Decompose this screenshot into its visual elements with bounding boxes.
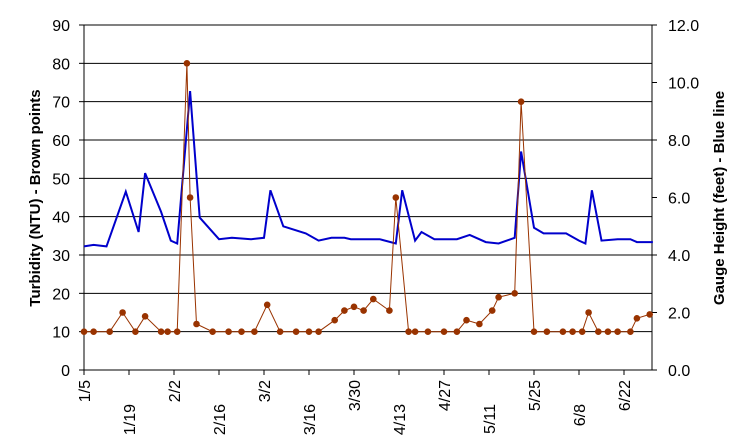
x-tick-label: 3/2 xyxy=(257,380,274,402)
left-tick-label: 10 xyxy=(52,325,70,342)
turbidity-marker xyxy=(411,328,419,336)
right-tick-label: 10.0 xyxy=(668,76,699,93)
turbidity-marker xyxy=(463,316,470,324)
x-tick-label: 3/16 xyxy=(302,404,319,435)
turbidity-marker xyxy=(164,328,171,336)
x-axis-tick-labels: 1/5 1/19 2/2 2/16 3/2 3/16 3/30 4/13 4/27 5/11 5/2… xyxy=(77,370,634,435)
turbidity-marker xyxy=(595,328,602,336)
right-tick-label: 6.0 xyxy=(668,191,690,208)
turbidity-marker xyxy=(511,290,518,297)
turbidity-marker xyxy=(157,328,165,336)
turbidity-marker xyxy=(569,328,576,336)
gauge-height-line xyxy=(83,91,653,248)
x-tick-label: 6/22 xyxy=(617,380,634,411)
turbidity-marker xyxy=(341,307,348,314)
turbidity-marker xyxy=(183,60,191,67)
x-tick-label: 1/19 xyxy=(122,404,139,435)
turbidity-marker xyxy=(453,328,461,336)
x-tick-label: 1/5 xyxy=(77,380,94,402)
left-tick-label: 0 xyxy=(61,363,70,380)
right-tick-label: 2.0 xyxy=(668,306,690,323)
turbidity-marker xyxy=(495,293,502,301)
right-tick-label: 4.0 xyxy=(668,248,690,265)
turbidity-marker xyxy=(517,98,525,105)
x-tick-label: 5/11 xyxy=(482,404,499,434)
turbidity-marker xyxy=(80,328,88,336)
turbidity-marker xyxy=(543,328,551,336)
left-tick-label: 50 xyxy=(52,171,70,188)
turbidity-marker xyxy=(350,303,358,311)
turbidity-marker xyxy=(225,328,232,336)
turbidity-marker xyxy=(405,328,412,336)
turbidity-marker xyxy=(173,328,181,336)
x-tick-label: 6/8 xyxy=(572,404,589,426)
x-tick-label: 4/13 xyxy=(392,404,409,435)
turbidity-marker xyxy=(360,307,367,314)
turbidity-marker xyxy=(559,328,567,336)
turbidity-marker xyxy=(106,328,113,336)
turbidity-marker xyxy=(263,301,271,309)
turbidity-marker xyxy=(370,295,377,303)
gauge-height-polyline xyxy=(83,91,653,248)
right-tick-label: 12.0 xyxy=(668,18,699,35)
right-axis-tick-labels: 0.0 2.0 4.0 6.0 8.0 10.0 12.0 xyxy=(652,18,699,380)
turbidity-marker xyxy=(424,328,432,336)
turbidity-marker xyxy=(186,194,194,201)
turbidity-marker xyxy=(392,194,400,201)
turbidity-marker xyxy=(488,307,496,314)
left-tick-label: 80 xyxy=(52,56,70,73)
left-tick-label: 40 xyxy=(52,210,70,227)
x-tick-label: 3/30 xyxy=(347,380,364,411)
turbidity-marker xyxy=(578,328,586,336)
turbidity-marker xyxy=(646,311,653,318)
left-axis-tick-labels: 0 10 20 30 40 50 60 70 80 90 xyxy=(52,18,84,380)
turbidity-marker xyxy=(276,328,284,336)
x-tick-label: 2/16 xyxy=(212,404,229,435)
left-tick-label: 60 xyxy=(52,133,70,150)
turbidity-marker xyxy=(614,328,621,336)
turbidity-marker xyxy=(132,328,139,336)
left-tick-label: 70 xyxy=(52,95,70,112)
turbidity-marker xyxy=(331,316,339,324)
turbidity-marker xyxy=(585,309,592,316)
turbidity-marker xyxy=(530,328,538,336)
turbidity-marker xyxy=(440,328,448,336)
turbidity-marker xyxy=(90,328,97,336)
x-tick-label: 4/27 xyxy=(437,380,454,411)
x-tick-label: 2/2 xyxy=(167,380,184,402)
turbidity-points xyxy=(80,60,653,336)
right-tick-label: 0.0 xyxy=(668,363,690,380)
turbidity-marker xyxy=(119,309,126,316)
turbidity-marker xyxy=(627,328,634,336)
turbidity-marker xyxy=(251,328,258,336)
turbidity-marker xyxy=(238,328,245,336)
turbidity-marker xyxy=(633,315,641,322)
turbidity-marker xyxy=(305,328,313,336)
turbidity-marker xyxy=(292,328,300,336)
left-axis-title: Turbidity (NTU) - Brown points xyxy=(27,89,44,306)
left-tick-label: 20 xyxy=(52,286,70,303)
turbidity-marker xyxy=(476,320,483,328)
turbidity-marker xyxy=(386,307,393,314)
left-tick-label: 90 xyxy=(52,18,70,35)
left-tick-label: 30 xyxy=(52,248,70,265)
right-axis-title: Gauge Height (feet) - Blue line xyxy=(711,91,728,305)
turbidity-marker xyxy=(193,320,200,328)
turbidity-marker xyxy=(209,328,216,336)
turbidity-marker xyxy=(315,328,322,336)
turbidity-marker xyxy=(141,313,149,320)
right-tick-label: 8.0 xyxy=(668,133,690,150)
x-tick-label: 5/25 xyxy=(527,380,544,411)
turbidity-marker xyxy=(604,328,612,336)
